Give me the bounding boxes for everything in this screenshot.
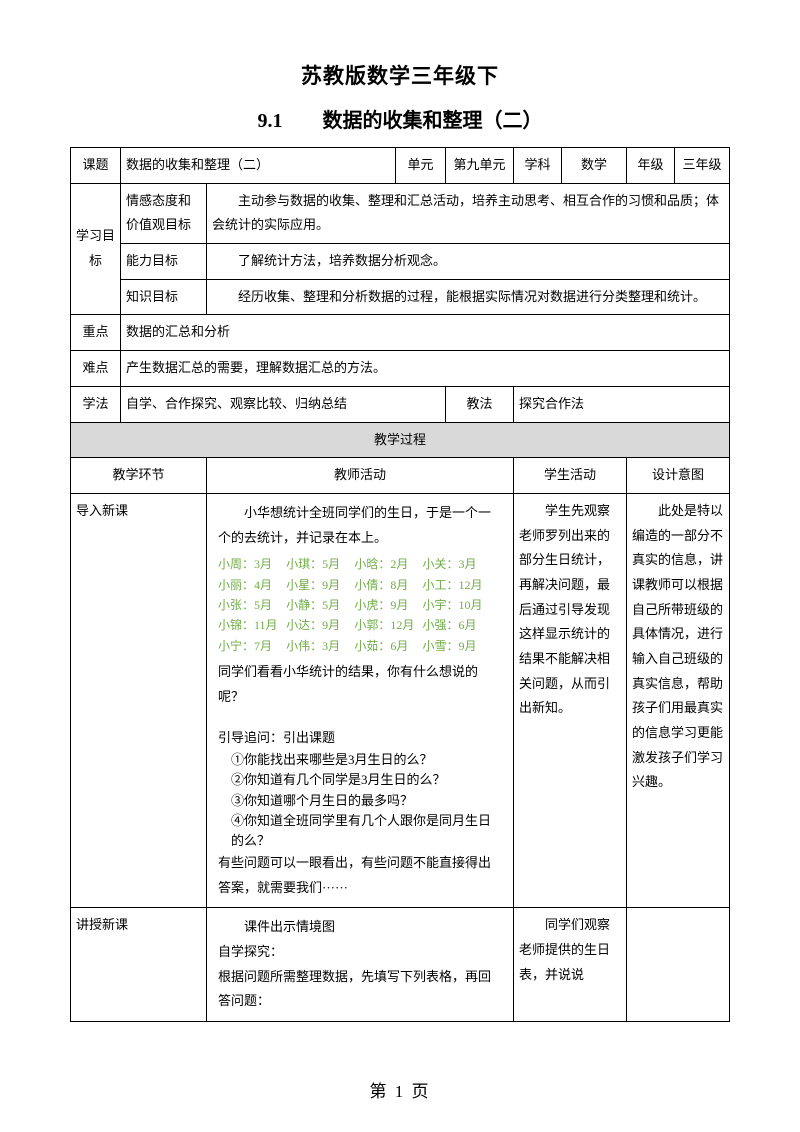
row-ability: 能力目标 了解统计方法，培养数据分析观念。 [71, 244, 730, 280]
birthday-item: 小倩：8月 [354, 575, 422, 595]
row-intro: 导入新课 小华想统计全班同学们的生日，于是一个一个的去统计，并记录在本上。 小周… [71, 493, 730, 907]
value-teach-method: 探究合作法 [514, 386, 730, 422]
teach-stage: 讲授新课 [71, 908, 207, 1022]
birthday-item: 小宁：7月 [218, 636, 286, 656]
page-footer: 第 1 页 [0, 1077, 800, 1102]
birthday-item: 小宇：10月 [422, 595, 490, 615]
label-grade: 年级 [627, 148, 675, 184]
intro-stage: 导入新课 [71, 493, 207, 907]
birthday-row: 小周：3月小琪：5月小晗：2月小关：3月 [218, 554, 502, 574]
label-topic: 课题 [71, 148, 121, 184]
birthday-row: 小宁：7月小伟：3月小茹：6月小雪：9月 [218, 636, 502, 656]
col-design: 设计意图 [627, 458, 730, 494]
birthday-item: 小星：9月 [286, 575, 354, 595]
birthday-item: 小晗：2月 [354, 554, 422, 574]
row-difficulty: 难点 产生数据汇总的需要，理解数据汇总的方法。 [71, 351, 730, 387]
birthday-item: 小琪：5月 [286, 554, 354, 574]
value-attitude: 主动参与数据的收集、整理和汇总活动，培养主动思考、相互合作的习惯和品质；体会统计… [207, 183, 730, 243]
lesson-plan-table: 课题 数据的收集和整理（二） 单元 第九单元 学科 数学 年级 三年级 学习目标… [70, 147, 730, 1022]
birthday-item: 小周：3月 [218, 554, 286, 574]
intro-q3: ③你知道哪个月生日的最多吗？ [231, 791, 502, 811]
value-method: 自学、合作探究、观察比较、归纳总结 [121, 386, 446, 422]
intro-q2: ②你知道有几个同学是3月生日的么？ [231, 770, 502, 790]
intro-p3: 引导追问：引出课题 [218, 726, 502, 751]
label-ability: 能力目标 [121, 244, 207, 280]
birthday-item: 小工：12月 [422, 575, 490, 595]
birthday-item: 小张：5月 [218, 595, 286, 615]
birthday-item: 小伟：3月 [286, 636, 354, 656]
value-keypoint: 数据的汇总和分析 [121, 315, 730, 351]
col-student: 学生活动 [514, 458, 627, 494]
birthday-item: 小锦：11月 [218, 615, 286, 635]
row-process-header: 教学过程 [71, 422, 730, 458]
col-teacher: 教师活动 [207, 458, 514, 494]
value-unit: 第九单元 [446, 148, 514, 184]
intro-p2: 同学们看看小华统计的结果，你有什么想说的呢？ [218, 660, 502, 709]
birthday-item: 小虎：9月 [354, 595, 422, 615]
label-attitude: 情感态度和价值观目标 [121, 183, 207, 243]
intro-design-intent: 此处是特以编造的一部分不真实的信息，讲课教师可以根据自己所带班级的具体情况，进行… [627, 493, 730, 907]
label-subject: 学科 [514, 148, 562, 184]
process-header: 教学过程 [71, 422, 730, 458]
col-stage: 教学环节 [71, 458, 207, 494]
intro-p4: 有些问题可以一眼看出，有些问题不能直接得出答案，就需要我们······ [218, 851, 502, 900]
teach-p3: 根据问题所需整理数据，先填写下列表格，再回答问题： [218, 965, 502, 1014]
teach-teacher-activity: 课件出示情境图 自学探究： 根据问题所需整理数据，先填写下列表格，再回答问题： [207, 908, 514, 1022]
teach-p1: 课件出示情境图 [218, 915, 502, 940]
label-knowledge: 知识目标 [121, 279, 207, 315]
label-learning-goal: 学习目标 [71, 183, 121, 315]
label-unit: 单元 [396, 148, 446, 184]
row-teach: 讲授新课 课件出示情境图 自学探究： 根据问题所需整理数据，先填写下列表格，再回… [71, 908, 730, 1022]
label-teach-method: 教法 [446, 386, 514, 422]
value-topic: 数据的收集和整理（二） [121, 148, 396, 184]
intro-q4: ④你知道全班同学里有几个人跟你是同月生日的么？ [231, 811, 502, 851]
value-subject: 数学 [562, 148, 627, 184]
value-difficulty: 产生数据汇总的需要，理解数据汇总的方法。 [121, 351, 730, 387]
title-line-2: 9.1 数据的收集和整理（二） [70, 104, 730, 133]
row-topic: 课题 数据的收集和整理（二） 单元 第九单元 学科 数学 年级 三年级 [71, 148, 730, 184]
birthday-row: 小丽：4月小星：9月小倩：8月小工：12月 [218, 575, 502, 595]
label-keypoint: 重点 [71, 315, 121, 351]
label-method: 学法 [71, 386, 121, 422]
birthday-item: 小雪：9月 [422, 636, 490, 656]
row-method: 学法 自学、合作探究、观察比较、归纳总结 教法 探究合作法 [71, 386, 730, 422]
value-knowledge: 经历收集、整理和分析数据的过程，能根据实际情况对数据进行分类整理和统计。 [207, 279, 730, 315]
document-page: 苏教版数学三年级下 9.1 数据的收集和整理（二） 课题 数据的收集和整理（二）… [0, 0, 800, 1132]
row-attitude: 学习目标 情感态度和价值观目标 主动参与数据的收集、整理和汇总活动，培养主动思考… [71, 183, 730, 243]
birthday-item: 小达：9月 [286, 615, 354, 635]
intro-teacher-activity: 小华想统计全班同学们的生日，于是一个一个的去统计，并记录在本上。 小周：3月小琪… [207, 493, 514, 907]
birthday-list: 小周：3月小琪：5月小晗：2月小关：3月小丽：4月小星：9月小倩：8月小工：12… [218, 550, 502, 660]
birthday-item: 小静：5月 [286, 595, 354, 615]
teach-p2: 自学探究： [218, 940, 502, 965]
intro-student-activity: 学生先观察老师罗列出来的部分生日统计，再解决问题，最后通过引导发现这样显示统计的… [514, 493, 627, 907]
value-ability: 了解统计方法，培养数据分析观念。 [207, 244, 730, 280]
birthday-item: 小郭：12月 [354, 615, 422, 635]
row-keypoint: 重点 数据的汇总和分析 [71, 315, 730, 351]
birthday-row: 小张：5月小静：5月小虎：9月小宇：10月 [218, 595, 502, 615]
birthday-item: 小强：6月 [422, 615, 490, 635]
teach-design-intent [627, 908, 730, 1022]
birthday-item: 小丽：4月 [218, 575, 286, 595]
value-grade: 三年级 [675, 148, 730, 184]
intro-q1: ①你能找出来哪些是3月生日的么？ [231, 750, 502, 770]
row-column-headers: 教学环节 教师活动 学生活动 设计意图 [71, 458, 730, 494]
row-knowledge: 知识目标 经历收集、整理和分析数据的过程，能根据实际情况对数据进行分类整理和统计… [71, 279, 730, 315]
birthday-item: 小茹：6月 [354, 636, 422, 656]
label-difficulty: 难点 [71, 351, 121, 387]
title-line-1: 苏教版数学三年级下 [70, 60, 730, 90]
birthday-row: 小锦：11月小达：9月小郭：12月小强：6月 [218, 615, 502, 635]
teach-student-activity: 同学们观察老师提供的生日表，并说说 [514, 908, 627, 1022]
birthday-item: 小关：3月 [422, 554, 490, 574]
intro-p1: 小华想统计全班同学们的生日，于是一个一个的去统计，并记录在本上。 [218, 501, 502, 550]
